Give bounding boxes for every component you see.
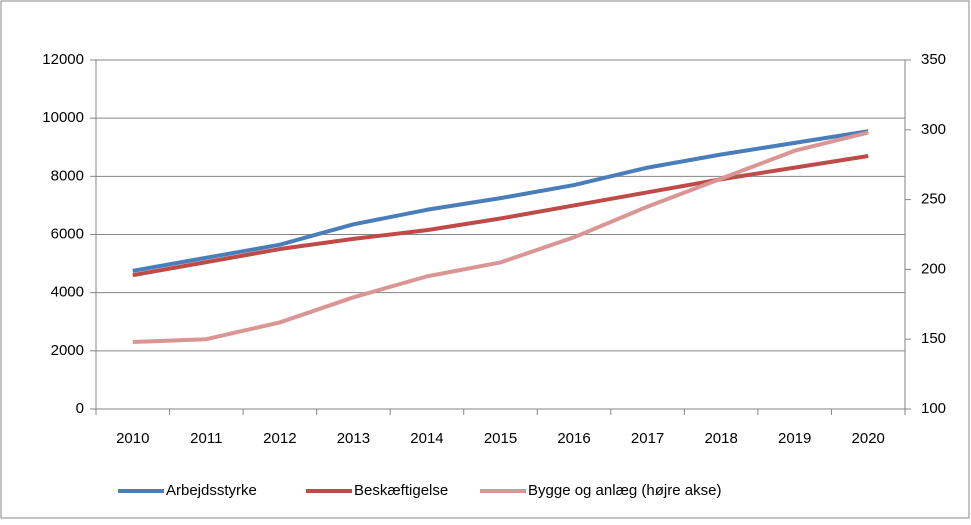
x-tick-label: 2011 [190, 430, 222, 447]
x-tick-label: 2015 [484, 430, 517, 447]
x-tick-label: 2018 [704, 430, 737, 447]
x-tick-label: 2012 [263, 430, 296, 447]
x-tick-label: 2013 [337, 430, 370, 447]
series-line [132, 130, 869, 344]
y2-tick-label: 300 [921, 121, 946, 138]
y-tick-label: 2000 [51, 342, 84, 359]
y2-tick-label: 100 [921, 400, 946, 417]
series-line [132, 129, 869, 273]
series-line [132, 153, 869, 278]
legend-label: Beskæftigelse [354, 482, 448, 499]
x-tick-label: 2014 [410, 430, 443, 447]
y-tick-label: 6000 [51, 225, 84, 242]
x-tick-label: 2020 [852, 430, 885, 447]
y2-tick-label: 200 [921, 260, 946, 277]
y-tick-label: 0 [76, 400, 84, 417]
x-tick-label: 2019 [778, 430, 811, 447]
y2-tick-label: 150 [921, 330, 946, 347]
y-tick-label: 4000 [51, 284, 84, 301]
y-tick-label: 10000 [42, 109, 84, 126]
legend-label: Arbejdsstyrke [166, 482, 257, 499]
y-tick-label: 8000 [51, 167, 84, 184]
legend-label: Bygge og anlæg (højre akse) [528, 482, 721, 499]
y2-tick-label: 250 [921, 191, 946, 208]
x-tick-label: 2016 [557, 430, 590, 447]
x-tick-label: 2017 [631, 430, 664, 447]
x-tick-label: 2010 [116, 430, 149, 447]
y-tick-label: 12000 [42, 51, 84, 68]
y2-tick-label: 350 [921, 51, 946, 68]
